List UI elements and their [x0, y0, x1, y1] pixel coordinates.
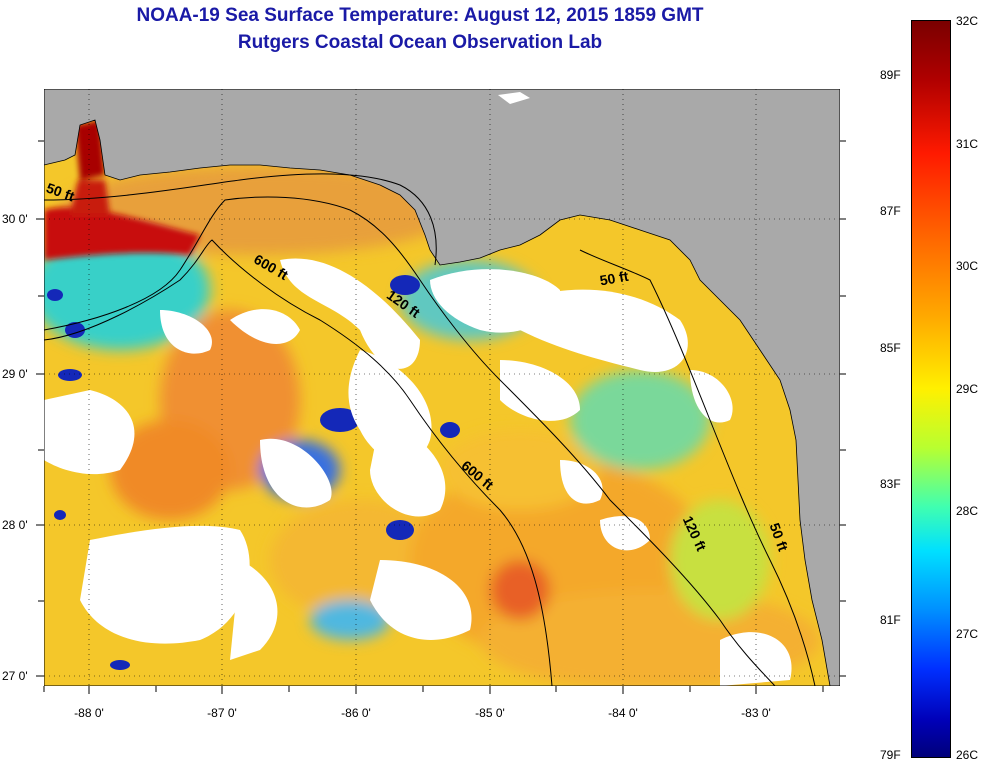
lat-label: 27 0': [2, 669, 28, 683]
cloud-mask: [44, 258, 792, 686]
cold-spots: [47, 275, 460, 670]
axis-ticks: [36, 140, 846, 694]
lon-label: -87 0': [207, 706, 237, 720]
colorbar-celsius-label: 28C: [956, 504, 979, 518]
lat-label: 30 0': [2, 212, 28, 226]
colorbar-celsius-label: 29C: [956, 382, 979, 396]
lon-label: -86 0': [341, 706, 371, 720]
depth-contours: [44, 173, 816, 686]
colorbar-celsius-label: 27C: [956, 627, 979, 641]
colorbar-fahrenheit-label: 79F: [880, 748, 901, 762]
colorbar-celsius-label: 31C: [956, 137, 979, 151]
lon-label: -88 0': [74, 706, 104, 720]
colorbar-fahrenheit-label: 89F: [880, 68, 901, 82]
lon-label: -83 0': [741, 706, 771, 720]
lon-label: -84 0': [608, 706, 638, 720]
lon-label: -85 0': [475, 706, 505, 720]
colorbar-celsius-label: 26C: [956, 748, 979, 762]
map-subtitle: Rutgers Coastal Ocean Observation Lab: [237, 32, 603, 53]
colorbar-fahrenheit-label: 87F: [880, 204, 901, 218]
contour-label: 50 ft: [598, 268, 629, 289]
colorbar-celsius-label: 32C: [956, 14, 979, 28]
lat-label: 28 0': [2, 518, 28, 532]
colorbar: [911, 20, 951, 758]
colorbar-fahrenheit-label: 83F: [880, 477, 901, 491]
colorbar-fahrenheit-label: 85F: [880, 341, 901, 355]
map-title: NOAA-19 Sea Surface Temperature: August …: [136, 5, 704, 26]
warm-coastal-water: [44, 120, 200, 260]
colorbar-celsius-label: 30C: [956, 259, 979, 273]
colorbar-fahrenheit-label: 81F: [880, 613, 901, 627]
lat-label: 29 0': [2, 367, 28, 381]
